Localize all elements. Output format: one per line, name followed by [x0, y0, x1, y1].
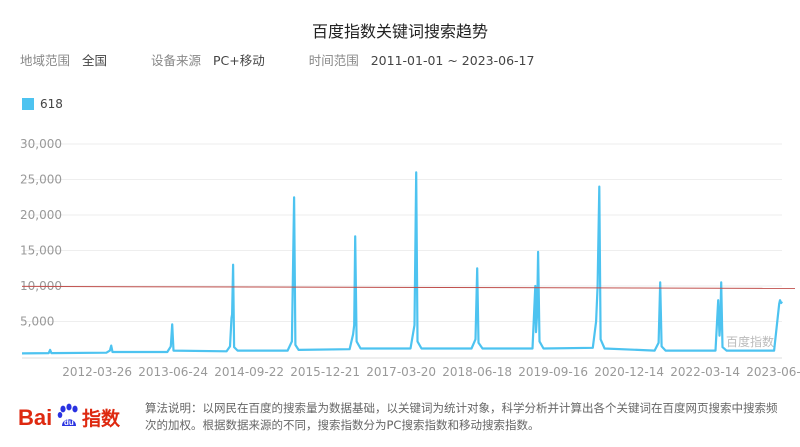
x-tick-label: 2020-12-14 [594, 365, 664, 379]
y-tick-label: 20,000 [20, 208, 62, 222]
legend-label: 618 [40, 97, 63, 111]
svg-text:du: du [64, 418, 74, 427]
time-value[interactable]: 2011-01-01 ~ 2023-06-17 [370, 53, 535, 68]
filter-bar: 地域范围 全国 设备来源 PC+移动 时间范围 2011-01-01 ~ 202… [20, 50, 574, 69]
svg-text:Bai: Bai [18, 405, 52, 430]
y-tick-label: 5,000 [20, 315, 54, 329]
x-tick-label: 2012-03-26 [62, 365, 132, 379]
x-tick-label: 2013-06-24 [138, 365, 208, 379]
legend-swatch [22, 98, 34, 110]
x-tick-label: 2023-06-12 [746, 365, 800, 379]
svg-text:指数: 指数 [82, 407, 121, 430]
series-line-618 [21, 171, 783, 355]
region-value[interactable]: 全国 [82, 53, 108, 68]
y-tick-label: 30,000 [20, 137, 62, 151]
reference-line [21, 285, 796, 289]
x-tick-label: 2018-06-18 [442, 365, 512, 379]
y-tick-label: 15,000 [20, 244, 62, 258]
region-label: 地域范围 [20, 53, 71, 68]
y-tick-label: 25,000 [20, 173, 62, 187]
source-value[interactable]: PC+移动 [213, 53, 265, 68]
x-tick-label: 2014-09-22 [214, 365, 284, 379]
baidu-index-logo: Bai du 指数 [18, 403, 121, 430]
x-tick-label: 2015-12-21 [290, 365, 360, 379]
watermark-text: 百度指数 [726, 334, 774, 349]
x-tick-label: 2019-09-16 [518, 365, 588, 379]
chart-legend[interactable]: 618 [22, 97, 63, 111]
source-label: 设备来源 [151, 53, 202, 68]
page-title: 百度指数关键词搜索趋势 [311, 22, 488, 41]
x-tick-label: 2022-03-14 [670, 365, 740, 379]
time-label: 时间范围 [308, 53, 359, 68]
x-tick-label: 2017-03-20 [366, 365, 436, 379]
algorithm-note: 算法说明：以网民在百度的搜索量为数据基础，以关键词为统计对象，科学分析并计算出各… [145, 401, 778, 432]
